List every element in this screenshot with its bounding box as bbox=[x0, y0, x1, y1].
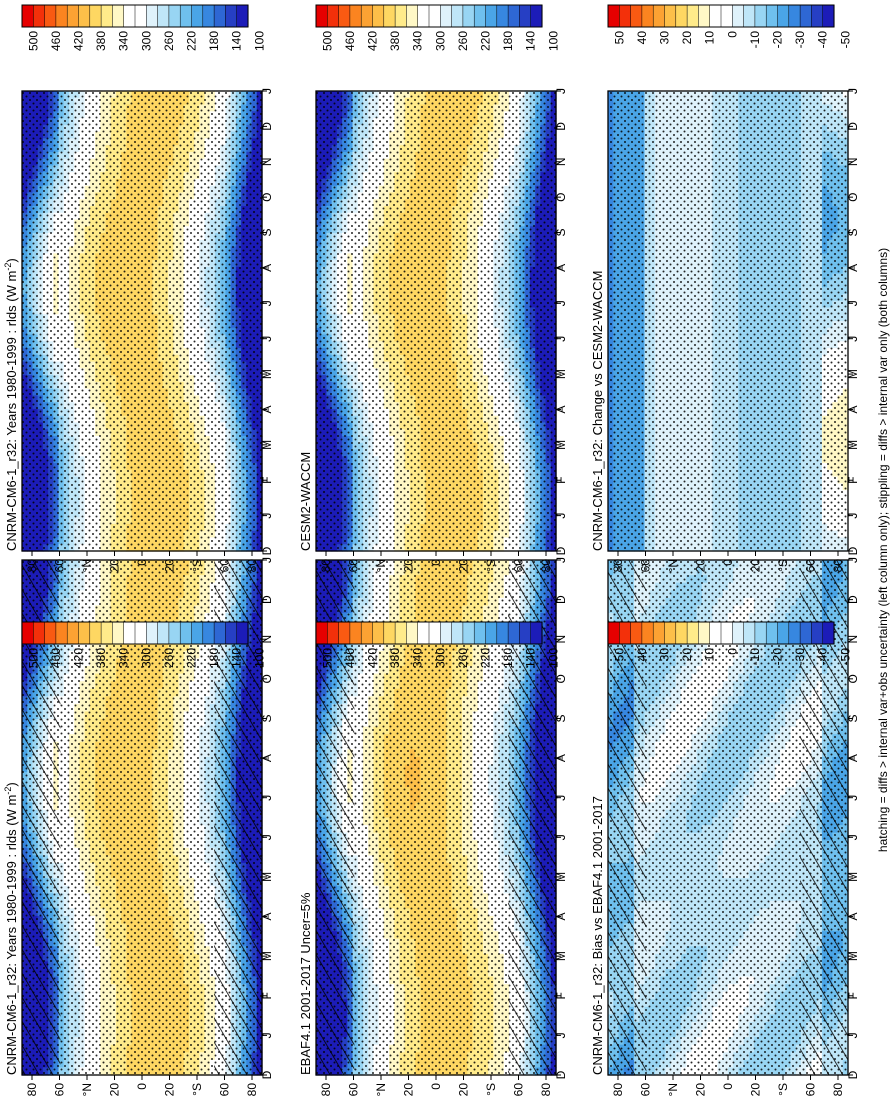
month-tick-label: M bbox=[260, 872, 274, 882]
lat-tick-label: 80 bbox=[245, 1083, 259, 1097]
month-tick-label: S bbox=[260, 714, 274, 722]
month-tick-label: J bbox=[260, 834, 274, 840]
panel-title-sup: -2 bbox=[3, 787, 13, 795]
month-tick-label: D bbox=[260, 595, 274, 604]
lat-tick-label: °S bbox=[190, 1083, 204, 1096]
lat-tick-label: °N bbox=[80, 1083, 94, 1096]
lat-tick-label: 60 bbox=[53, 1083, 67, 1097]
plot-panel: 80 60 °N 20 0 20 °S 60 80DJFMAMJJASONDJCNRM-CM6-… bbox=[3, 557, 274, 1096]
lat-tick-label: 20 bbox=[108, 1083, 122, 1097]
month-tick-label: J bbox=[260, 795, 274, 801]
month-tick-label: N bbox=[260, 635, 274, 644]
month-tick-label: A bbox=[260, 754, 274, 762]
month-tick-label: F bbox=[260, 992, 274, 999]
panel-title-end: ) bbox=[4, 782, 19, 786]
lat-tick-label: 0 bbox=[135, 1083, 149, 1090]
lat-tick-label: 60 bbox=[218, 1083, 232, 1097]
month-tick-label: A bbox=[260, 913, 274, 921]
panels: 80 60 °N 20 0 20 °S 60 80DJFMAMJJASONDJCNRM-CM6-… bbox=[3, 4, 860, 1096]
month-tick-label: J bbox=[260, 557, 274, 563]
panel-title: CNRM-CM6-1_r32: Years 1980-1999 : rlds (… bbox=[3, 782, 19, 1075]
lat-tick-label: 20 bbox=[163, 1083, 177, 1097]
month-tick-label: J bbox=[260, 1032, 274, 1038]
month-tick-label: D bbox=[260, 1070, 274, 1079]
month-tick-label: O bbox=[260, 674, 274, 683]
month-tick-label: M bbox=[260, 951, 274, 961]
lat-tick-label: 80 bbox=[25, 1083, 39, 1097]
